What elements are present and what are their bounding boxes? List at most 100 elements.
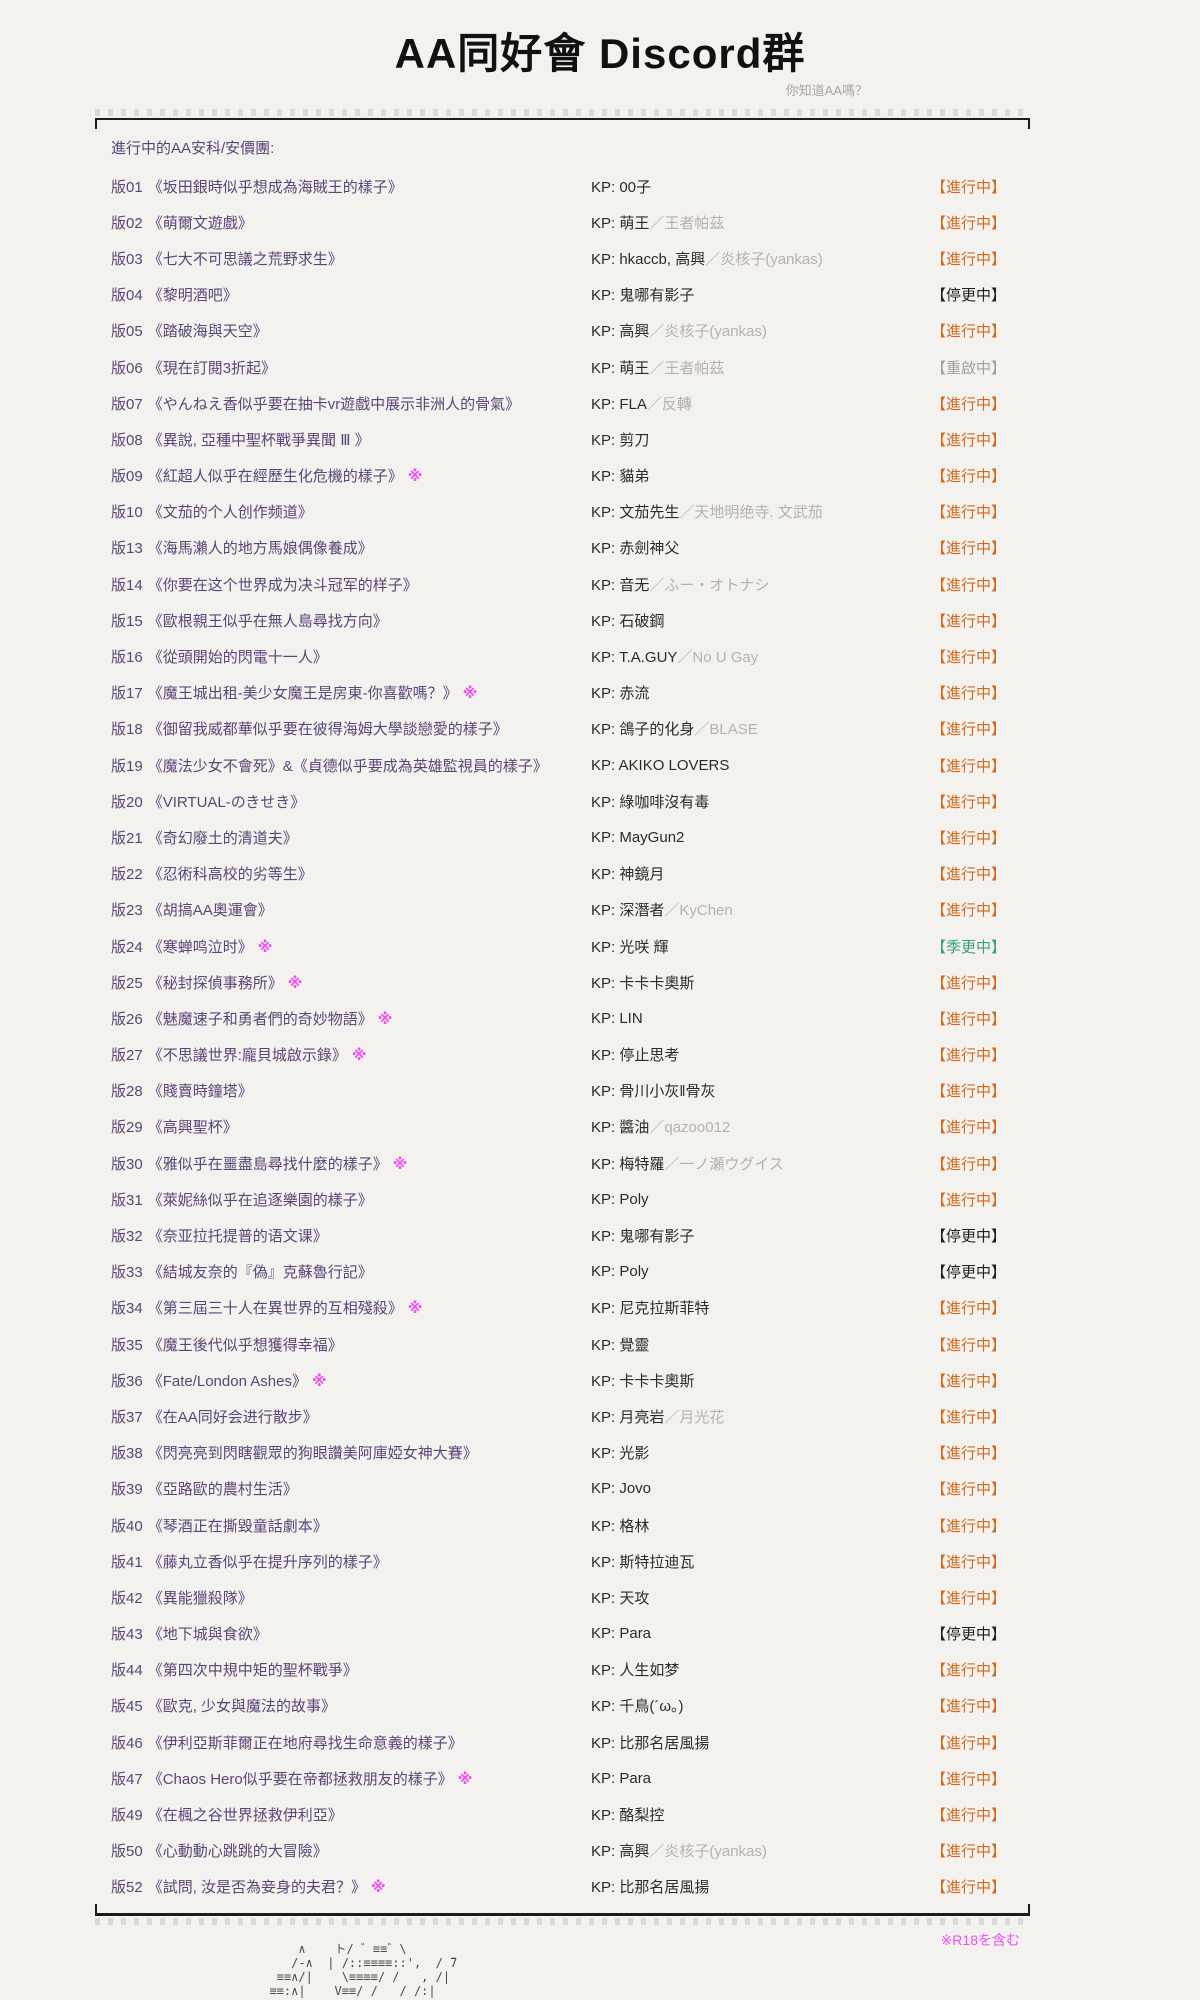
game-title-link[interactable]: 版40 《琴酒正在撕毀童話劇本》 [111, 1515, 591, 1536]
board-number: 版32 [111, 1228, 143, 1246]
board-number: 版42 [111, 1589, 143, 1607]
game-title-link[interactable]: 版19 《魔法少女不會死》&《貞德似乎要成為英雄監視員的樣子》 [111, 755, 591, 776]
game-title-link[interactable]: 版05 《踏破海與天空》 [111, 320, 591, 341]
game-kp: KP: Para [591, 1625, 931, 1642]
game-row: 版02 《萌爾文遊戲》 KP: 萌王／王者帕茲 【進行中】 [111, 204, 1020, 240]
kp-alt-name: ／ふー・オトナシ [649, 576, 770, 594]
kp-name: KP: 鴿子的化身 [591, 721, 695, 739]
r18-mark: ※ [311, 1372, 327, 1390]
game-title-link[interactable]: 版14 《你要在这个世界成为决斗冠军的样子》 [111, 574, 591, 595]
game-title-link[interactable]: 版32 《奈亚拉托提普的语文课》 [111, 1225, 591, 1246]
game-title-link[interactable]: 版24 《寒蝉鸣泣时》 ※ [111, 936, 591, 957]
game-title-link[interactable]: 版10 《文茄的个人创作频道》 [111, 501, 591, 522]
board-number: 版10 [111, 504, 143, 522]
kp-name: KP: 比那名居風揚 [591, 1734, 710, 1752]
game-title-link[interactable]: 版09 《紅超人似乎在經歷生化危機的樣子》 ※ [111, 465, 591, 486]
game-row: 版14 《你要在这个世界成为决斗冠军的样子》 KP: 音无／ふー・オトナシ 【進行… [111, 566, 1020, 602]
game-kp: KP: 赤劍神父 [591, 537, 931, 558]
board-number: 版01 [111, 178, 143, 196]
status-badge: 【進行中】 [931, 757, 1007, 775]
status-badge: 【進行中】 [931, 1662, 1007, 1680]
game-title-link[interactable]: 版21 《奇幻廢土的清道夫》 [111, 827, 591, 848]
status-badge: 【進行中】 [931, 1517, 1007, 1535]
status-badge: 【進行中】 [931, 1843, 1007, 1861]
game-title-link[interactable]: 版29 《高興聖杯》 [111, 1116, 591, 1137]
game-title-link[interactable]: 版36 《Fate/London Ashes》 ※ [111, 1370, 591, 1391]
game-title-link[interactable]: 版50 《心動動心跳跳的大冒險》 [111, 1840, 591, 1861]
kp-name: KP: 音无 [591, 576, 650, 594]
game-kp: KP: 卡卡卡奧斯 [591, 1370, 931, 1391]
game-title-link[interactable]: 版02 《萌爾文遊戲》 [111, 212, 591, 233]
game-title-link[interactable]: 版22 《忍術科高校的劣等生》 [111, 863, 591, 884]
game-title-link[interactable]: 版49 《在楓之谷世界拯救伊利亞》 [111, 1804, 591, 1825]
game-kp: KP: 剪刀 [591, 429, 931, 450]
board-number: 版47 [111, 1770, 143, 1788]
status-badge: 【進行中】 [931, 1300, 1007, 1318]
game-kp: KP: 骨川小灰‖骨灰 [591, 1080, 931, 1101]
kp-name: KP: 醬油 [591, 1119, 650, 1137]
r18-mark: ※ [407, 468, 423, 486]
game-title-link[interactable]: 版41 《藤丸立香似乎在提升序列的樣子》 [111, 1551, 591, 1572]
game-title-link[interactable]: 版52 《試問, 汝是否為妾身的夫君？》 ※ [111, 1876, 591, 1897]
game-title-link[interactable]: 版01 《坂田銀時似乎想成為海賊王的樣子》 [111, 176, 591, 197]
game-title-link[interactable]: 版35 《魔王後代似乎想獲得幸福》 [111, 1334, 591, 1355]
r18-mark: ※ [377, 1010, 393, 1028]
game-title-link[interactable]: 版20 《VIRTUAL-のきせき》 [111, 791, 591, 812]
game-title: 《胡搞AA奧運會》 [147, 902, 273, 920]
game-title-link[interactable]: 版06 《現在訂閱3折起》 [111, 357, 591, 378]
game-title-link[interactable]: 版15 《歐根親王似乎在無人島尋找方向》 [111, 610, 591, 631]
game-title-link[interactable]: 版13 《海馬瀨人的地方馬娘偶像養成》 [111, 537, 591, 558]
status-badge: 【進行中】 [931, 721, 1007, 739]
board-number: 版45 [111, 1698, 143, 1716]
game-title-link[interactable]: 版43 《地下城與食欲》 [111, 1623, 591, 1644]
kp-name: KP: 卡卡卡奧斯 [591, 974, 695, 992]
game-title-link[interactable]: 版26 《魅魔速子和勇者們的奇妙物語》 ※ [111, 1008, 591, 1029]
game-title-link[interactable]: 版39 《亞路歐的農村生活》 [111, 1478, 591, 1499]
game-title-link[interactable]: 版25 《秘封探偵事務所》 ※ [111, 972, 591, 993]
game-title-link[interactable]: 版23 《胡搞AA奧運會》 [111, 899, 591, 920]
game-title-link[interactable]: 版17 《魔王城出租-美少女魔王是房東-你喜歡嗎？》 ※ [111, 682, 591, 703]
game-title-link[interactable]: 版04 《黎明酒吧》 [111, 284, 591, 305]
game-title-link[interactable]: 版37 《在AA同好会进行散步》 [111, 1406, 591, 1427]
game-title-link[interactable]: 版18 《御留我威都華似乎要在彼得海姆大學談戀愛的樣子》 [111, 718, 591, 739]
game-kp: KP: 比那名居風揚 [591, 1732, 931, 1753]
game-title-link[interactable]: 版07 《やんねえ香似乎要在抽卡vr遊戲中展示非洲人的骨氣》 [111, 393, 591, 414]
status-badge: 【進行中】 [931, 1047, 1007, 1065]
game-title-link[interactable]: 版27 《不思議世界:龐貝城啟示錄》 ※ [111, 1044, 591, 1065]
game-title: 《Fate/London Ashes》 [147, 1372, 307, 1390]
game-title-link[interactable]: 版16 《從頭開始的閃電十一人》 [111, 646, 591, 667]
status-badge: 【進行中】 [931, 1408, 1007, 1426]
game-title-link[interactable]: 版46 《伊利亞斯菲爾正在地府尋找生命意義的樣子》 [111, 1732, 591, 1753]
game-title-link[interactable]: 版31 《萊妮絲似乎在追逐樂園的樣子》 [111, 1189, 591, 1210]
game-title-link[interactable]: 版03 《七大不可思議之荒野求生》 [111, 248, 591, 269]
game-title-link[interactable]: 版30 《雅似乎在噩盡島尋找什麼的樣子》 ※ [111, 1153, 591, 1174]
game-title-link[interactable]: 版28 《賤賣時鐘塔》 [111, 1080, 591, 1101]
game-title-link[interactable]: 版47 《Chaos Hero似乎要在帝都拯救朋友的樣子》 ※ [111, 1768, 591, 1789]
kp-name: KP: 萌王 [591, 214, 650, 232]
game-title-link[interactable]: 版33 《結城友奈的『偽』克蘇魯行記》 [111, 1261, 591, 1282]
game-title-link[interactable]: 版45 《歐克, 少女與魔法的故事》 [111, 1695, 591, 1716]
status-badge: 【進行中】 [931, 323, 1007, 341]
game-title: 《地下城與食欲》 [147, 1626, 268, 1644]
status-badge: 【進行中】 [931, 1010, 1007, 1028]
r18-mark: ※ [457, 1770, 473, 1788]
game-title: 《海馬瀨人的地方馬娘偶像養成》 [147, 540, 373, 558]
game-kp: KP: 綠咖啡沒有毒 [591, 791, 931, 812]
game-row: 版16 《從頭開始的閃電十一人》 KP: T.A.GUY／No U Gay 【進行… [111, 638, 1020, 674]
board-number: 版34 [111, 1300, 143, 1318]
game-title-link[interactable]: 版44 《第四次中規中矩的聖杯戰爭》 [111, 1659, 591, 1680]
game-kp: KP: FLA／反轉 [591, 393, 931, 414]
game-row: 版13 《海馬瀨人的地方馬娘偶像養成》 KP: 赤劍神父 【進行中】 [111, 530, 1020, 566]
game-kp: KP: 梅特羅／一ノ瀬ウグイス [591, 1153, 931, 1174]
game-title: 《高興聖杯》 [147, 1119, 238, 1137]
board-number: 版39 [111, 1481, 143, 1499]
game-title-link[interactable]: 版34 《第三屆三十人在異世界的互相殘殺》 ※ [111, 1297, 591, 1318]
kp-name: KP: MayGun2 [591, 828, 685, 846]
board-number: 版18 [111, 721, 143, 739]
game-title-link[interactable]: 版08 《異說, 亞種中聖杯戰爭異聞 Ⅲ 》 [111, 429, 591, 450]
game-row: 版29 《高興聖杯》 KP: 醬油／qazoo012 【進行中】 [111, 1109, 1020, 1145]
game-title-link[interactable]: 版42 《異能獵殺隊》 [111, 1587, 591, 1608]
status-badge: 【停更中】 [931, 1228, 1007, 1246]
game-title-link[interactable]: 版38 《閃亮亮到閃瞎觀眾的狗眼讚美阿庫婭女神大賽》 [111, 1442, 591, 1463]
board-number: 版41 [111, 1553, 143, 1571]
